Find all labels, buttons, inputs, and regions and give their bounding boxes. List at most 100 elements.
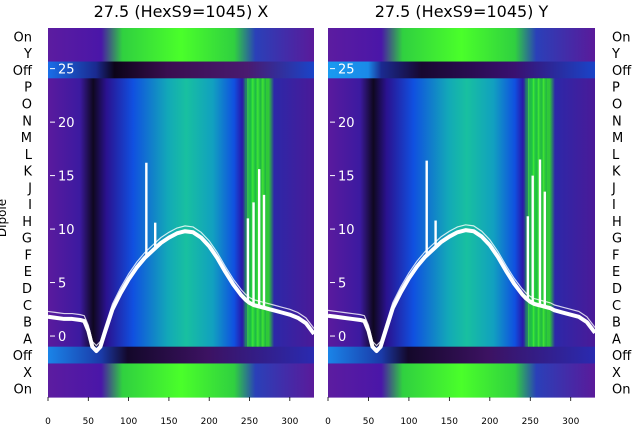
row-label: On (612, 383, 630, 398)
heatmap-row (48, 78, 314, 96)
heatmap-row (328, 111, 595, 130)
x-tick-label: 100 (120, 417, 137, 427)
heatmap-row (48, 195, 314, 214)
row-label: Off (13, 64, 33, 79)
row-label: Off (612, 349, 632, 364)
heatmap-row (48, 313, 314, 331)
heatmap-row (328, 212, 595, 230)
y-tick-label: 0 (338, 330, 346, 345)
x-tick-label: 200 (481, 417, 498, 427)
heatmap-row (48, 44, 314, 63)
trace-line (327, 228, 597, 354)
y-tick-label: 25 (58, 63, 75, 78)
row-label: I (28, 198, 32, 213)
band-streak (257, 78, 259, 347)
heatmap-row (48, 178, 314, 197)
heatmap (48, 28, 314, 398)
heatmap-row (48, 346, 314, 365)
row-label: J (27, 181, 32, 196)
row-label: Y (23, 47, 32, 62)
heatmap-row (328, 95, 595, 113)
heatmap-row (328, 178, 595, 197)
heatmap-row (48, 61, 314, 79)
row-label: K (23, 165, 32, 180)
row-label: E (612, 265, 620, 280)
row-label: B (612, 316, 621, 331)
y-axis-label: Dipole (0, 199, 9, 237)
row-label: X (23, 366, 32, 381)
band-streak (249, 78, 251, 347)
row-label: H (22, 215, 32, 230)
heatmap-row (328, 78, 595, 96)
row-label: K (612, 165, 621, 180)
heatmap-row (48, 279, 314, 297)
row-label: B (23, 316, 32, 331)
row-label: C (612, 299, 621, 314)
row-label: P (612, 81, 620, 96)
row-label: On (612, 30, 630, 45)
row-label: M (612, 131, 623, 146)
band-streak (247, 78, 249, 347)
heatmap-row (328, 246, 595, 264)
row-label: D (612, 282, 622, 297)
heatmap-row (328, 145, 595, 163)
row-label: Off (13, 349, 33, 364)
trace-line-secondary (327, 224, 596, 347)
band-streak (545, 78, 547, 347)
row-label: On (14, 30, 32, 45)
row-label: O (612, 97, 622, 112)
heatmap-row (328, 44, 595, 63)
chart-title: 27.5 (HexS9=1045) X (94, 2, 269, 21)
row-label: P (24, 81, 32, 96)
row-label: L (612, 148, 620, 163)
band-streak (538, 78, 540, 347)
row-label: X (612, 366, 621, 381)
x-tick-label: 0 (325, 417, 331, 427)
row-label: N (22, 114, 32, 129)
row-label: G (612, 232, 622, 247)
heatmap-row (328, 61, 595, 79)
heatmap-row (48, 162, 314, 180)
row-label: I (612, 198, 616, 213)
heatmap-row (48, 145, 314, 163)
row-label: A (612, 332, 621, 347)
heatmap-row (328, 329, 595, 348)
heatmap-row (48, 329, 314, 348)
band-streak (254, 78, 256, 347)
band-streak (530, 78, 532, 347)
trace-line (47, 229, 316, 354)
y-tick-label: 10 (58, 223, 75, 238)
heatmap-row (48, 111, 314, 130)
heatmap (328, 28, 595, 398)
heatmap-row (328, 162, 595, 180)
band-streak (264, 78, 266, 347)
band-streak (244, 78, 246, 347)
x-tick-label: 100 (400, 417, 417, 427)
row-label: L (25, 148, 33, 163)
heatmap-row (328, 128, 595, 147)
row-label: C (23, 299, 32, 314)
heatmap-row (328, 363, 595, 381)
row-label: D (22, 282, 32, 297)
y-tick-label: 20 (338, 116, 355, 131)
y-tick-label: 15 (338, 170, 355, 185)
x-tick-label: 200 (201, 417, 218, 427)
row-label: Y (611, 47, 620, 62)
x-tick-label: 250 (522, 417, 539, 427)
x-tick-label: 250 (241, 417, 258, 427)
heatmap-row (48, 128, 314, 147)
row-label: A (23, 332, 32, 347)
heatmap-row (328, 313, 595, 331)
band-streak (527, 78, 530, 347)
heatmap-row (328, 380, 595, 398)
heatmap-row (48, 363, 314, 381)
x-tick-label: 50 (363, 417, 375, 427)
x-tick-label: 0 (45, 417, 51, 427)
x-tick-label: 300 (562, 417, 579, 427)
heatmap-row (48, 246, 314, 264)
row-label: O (22, 97, 32, 112)
x-tick-label: 50 (83, 417, 95, 427)
x-tick-label: 150 (441, 417, 458, 427)
